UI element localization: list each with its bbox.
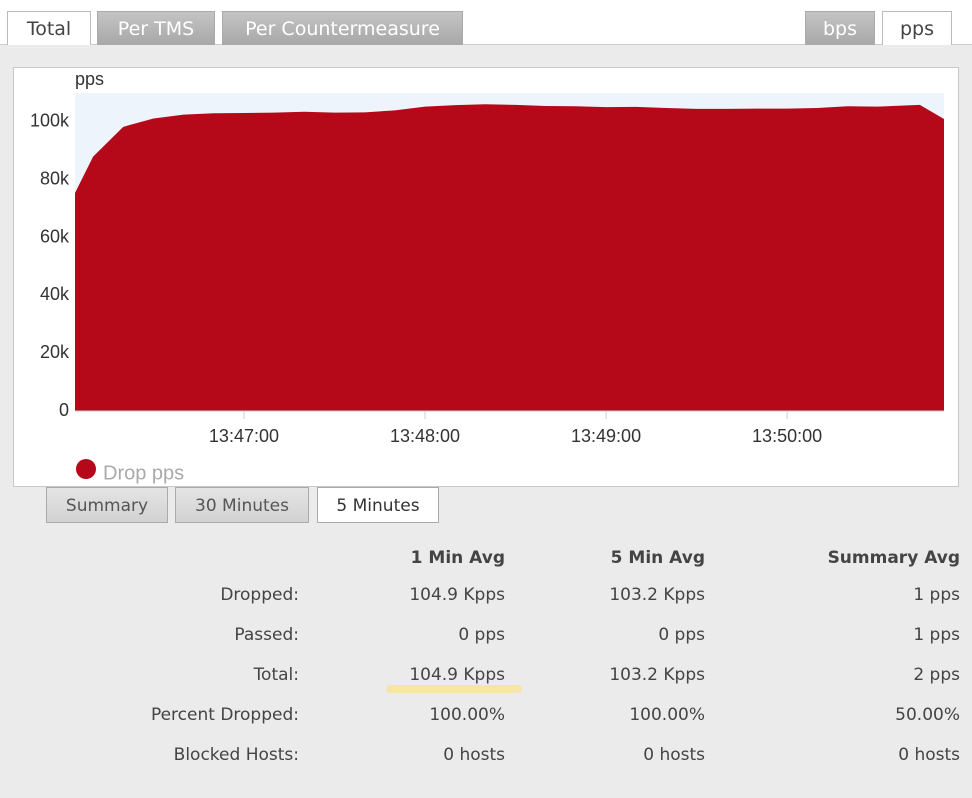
table-cell: 104.9 Kpps: [409, 585, 505, 605]
legend-label: Drop pps: [103, 462, 184, 484]
x-tick-label: 13:50:00: [752, 426, 822, 446]
table-cell: 0 hosts: [898, 745, 960, 765]
table-cell: 103.2 Kpps: [609, 585, 705, 605]
table-cell: Percent Dropped:: [150, 705, 299, 725]
table-cell: 2 pps: [913, 665, 960, 685]
table-cell: 50.00%: [895, 705, 960, 725]
chart: pps 0 20k 40k 60k 80k 100k 13:47:00 13:48:00 13:…: [30, 69, 944, 484]
table-cell: Passed:: [234, 625, 299, 645]
table-cell: 0 pps: [658, 625, 705, 645]
range-tab[interactable]: 30 Minutes: [175, 487, 309, 523]
table-cell: 103.2 Kpps: [609, 665, 705, 685]
table-cell: Blocked Hosts:: [173, 745, 299, 765]
y-tick-label: 0: [59, 400, 69, 420]
y-axis-label: pps: [75, 69, 104, 89]
unit-tab[interactable]: pps: [882, 11, 952, 45]
x-tick-label: 13:47:00: [209, 426, 279, 446]
tab[interactable]: Per TMS: [97, 11, 215, 45]
table-cell: Summary Avg: [827, 548, 960, 568]
y-tick-label: 40k: [40, 284, 70, 304]
table-cell: 104.9 Kpps: [409, 665, 505, 685]
tab[interactable]: Per Countermeasure: [222, 11, 463, 45]
table-cell: 0 hosts: [643, 745, 705, 765]
range-tab[interactable]: 5 Minutes: [317, 487, 439, 523]
x-tick-label: 13:48:00: [390, 426, 460, 446]
area: [75, 104, 944, 412]
table-cell: Dropped:: [220, 585, 299, 605]
table-cell: 1 pps: [913, 625, 960, 645]
range-tab[interactable]: Summary: [46, 487, 168, 523]
tab[interactable]: Total: [7, 11, 91, 45]
chart-box: pps 0 20k 40k 60k 80k 100k 13:47:00 13:48:00 13:…: [13, 67, 959, 487]
legend-marker: [76, 459, 96, 479]
table-cell: 5 Min Avg: [610, 548, 705, 568]
y-tick-label: 20k: [40, 342, 70, 362]
highlight: [386, 685, 522, 693]
x-tick-label: 13:49:00: [571, 426, 641, 446]
table-cell: 100.00%: [429, 705, 505, 725]
unit-tab[interactable]: bps: [805, 11, 875, 45]
table-cell: 0 hosts: [443, 745, 505, 765]
table-cell: Total:: [253, 665, 299, 685]
table-cell: 1 Min Avg: [410, 548, 505, 568]
table-cell: 0 pps: [458, 625, 505, 645]
y-tick-label: 60k: [40, 226, 70, 246]
y-tick-label: 80k: [40, 168, 70, 188]
table-cell: 1 pps: [913, 585, 960, 605]
table-cell: 100.00%: [629, 705, 705, 725]
y-tick-label: 100k: [30, 111, 70, 131]
